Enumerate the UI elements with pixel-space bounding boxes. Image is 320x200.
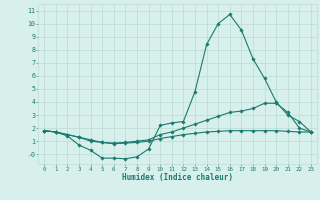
X-axis label: Humidex (Indice chaleur): Humidex (Indice chaleur) — [122, 173, 233, 182]
